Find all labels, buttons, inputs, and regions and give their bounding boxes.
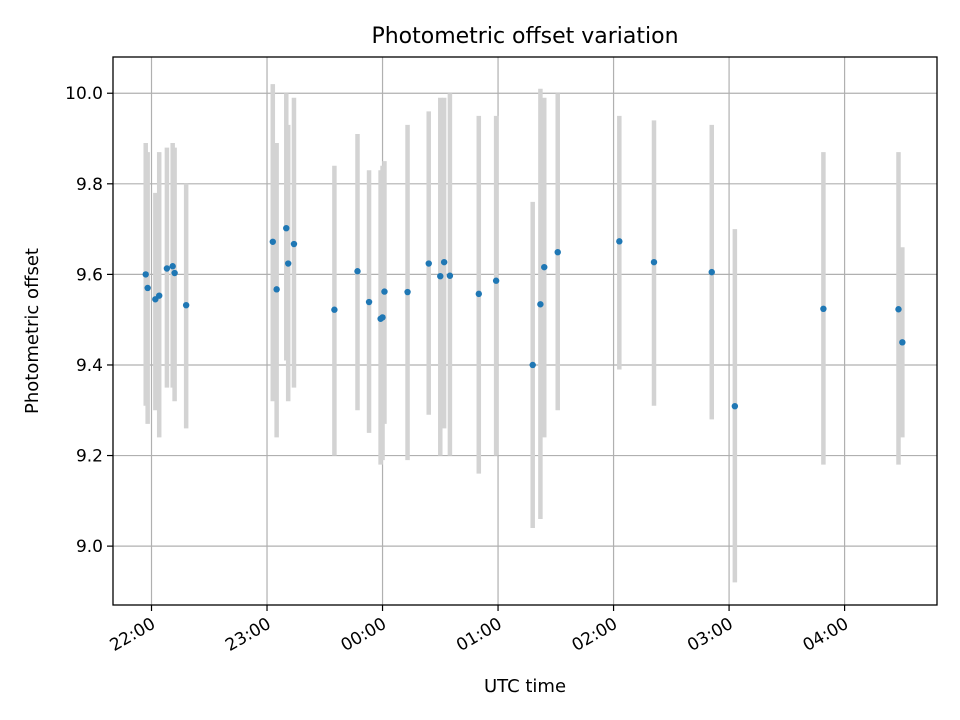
- data-point: [182, 301, 190, 309]
- data-point: [554, 248, 561, 256]
- data-point: [169, 263, 176, 270]
- data-point: [616, 238, 623, 245]
- data-point: [650, 258, 658, 266]
- data-point: [283, 224, 290, 232]
- data-point: [440, 258, 448, 266]
- plot-frame: [112, 56, 938, 606]
- data-point: [437, 273, 444, 280]
- y-axis-label: Photometric offset: [22, 248, 43, 414]
- data-point: [284, 260, 292, 267]
- x-axis-label: UTC time: [484, 676, 566, 697]
- data-point: [895, 306, 902, 313]
- data-point: [331, 306, 338, 313]
- data-point: [537, 301, 544, 308]
- y-tick-label: 9.0: [76, 537, 103, 557]
- data-point: [171, 269, 178, 277]
- data-point: [820, 305, 827, 313]
- data-point: [425, 260, 432, 267]
- y-tick-label: 10.0: [65, 84, 103, 104]
- data-point: [731, 402, 739, 410]
- data-point: [446, 272, 454, 279]
- y-tick-label: 9.4: [76, 356, 103, 376]
- data-point: [144, 284, 151, 292]
- data-point: [475, 290, 482, 298]
- data-point: [163, 265, 171, 272]
- chart-title: Photometric offset variation: [371, 24, 678, 49]
- data-point: [379, 314, 386, 321]
- data-point: [290, 240, 298, 248]
- data-point: [354, 268, 361, 275]
- data-points: [142, 224, 906, 410]
- data-point: [541, 263, 548, 271]
- data-point: [708, 268, 715, 276]
- data-point: [156, 292, 163, 299]
- data-point: [269, 238, 276, 245]
- data-point: [273, 286, 280, 293]
- data-point: [381, 288, 388, 295]
- data-point: [492, 277, 500, 284]
- data-point: [529, 361, 536, 369]
- y-tick-label: 9.8: [76, 175, 103, 195]
- y-tick-label: 9.6: [76, 265, 103, 285]
- data-point: [404, 288, 411, 296]
- data-point: [365, 298, 373, 306]
- y-tick-label: 9.2: [76, 447, 103, 467]
- data-point: [899, 339, 906, 346]
- data-point: [142, 271, 149, 278]
- y-axis-ticks: 9.0 9.2 9.4 9.6 9.8 10.0: [65, 84, 113, 557]
